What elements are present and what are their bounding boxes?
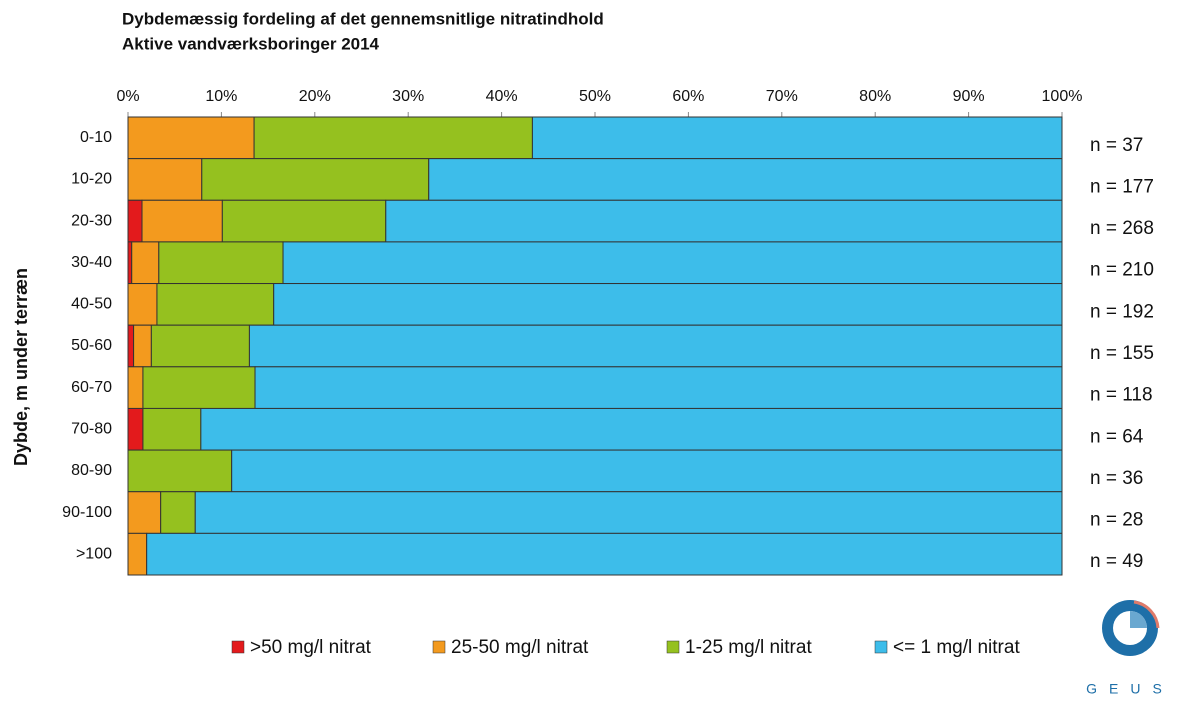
y-tick-label: 40-50 xyxy=(71,296,112,313)
y-tick-label: >100 xyxy=(76,545,112,562)
bar-segment xyxy=(127,366,144,409)
n-label: n = 177 xyxy=(1090,176,1154,197)
bar-segment xyxy=(158,241,284,285)
bar-segment xyxy=(253,116,533,160)
bar-segment xyxy=(156,283,275,326)
x-tick-label: 90% xyxy=(953,88,985,105)
bar-segment xyxy=(200,407,1063,451)
legend-swatch xyxy=(874,640,888,654)
bar-segment xyxy=(146,532,1063,576)
n-label: n = 49 xyxy=(1090,551,1143,572)
bar-segment xyxy=(127,491,162,534)
y-tick-label: 0-10 xyxy=(80,129,112,146)
bar-segment xyxy=(127,241,133,285)
legend-swatch xyxy=(432,640,446,654)
x-tick-label: 0% xyxy=(116,88,139,105)
bar-segment xyxy=(127,407,144,451)
bar-segment xyxy=(127,283,158,326)
legend-label: >50 mg/l nitrat xyxy=(250,637,372,658)
legend-swatch xyxy=(666,640,680,654)
bar-segment xyxy=(133,324,152,368)
x-tick-label: 70% xyxy=(766,88,798,105)
y-axis-label: Dybde, m under terræn xyxy=(11,268,31,466)
n-label: n = 28 xyxy=(1090,510,1143,531)
bar-segment xyxy=(131,241,160,285)
bar-segment xyxy=(127,116,255,160)
n-label: n = 37 xyxy=(1090,135,1143,156)
x-tick-label: 60% xyxy=(672,88,704,105)
x-tick-label: 50% xyxy=(579,88,611,105)
bar-segment xyxy=(150,324,250,368)
y-tick-label: 10-20 xyxy=(71,171,112,188)
bar-segment xyxy=(531,116,1063,160)
bar-segment xyxy=(127,199,143,243)
chart-title: Dybdemæssig fordeling af det gennemsnitl… xyxy=(122,9,604,28)
bar-segment xyxy=(127,324,135,368)
y-tick-label: 20-30 xyxy=(71,212,112,229)
x-tick-label: 20% xyxy=(299,88,331,105)
bar-segment xyxy=(273,283,1063,326)
x-tick-label: 30% xyxy=(392,88,424,105)
bar-segment xyxy=(428,158,1063,201)
legend-label: 1-25 mg/l nitrat xyxy=(685,637,812,658)
chart-subtitle: Aktive vandværksboringer 2014 xyxy=(122,34,380,53)
bar-segment xyxy=(385,199,1063,243)
n-label: n = 155 xyxy=(1090,343,1154,364)
bar-segment xyxy=(127,532,148,576)
n-label: n = 36 xyxy=(1090,468,1143,489)
logo-quarter xyxy=(1130,611,1147,628)
logo-arc xyxy=(1133,600,1160,629)
n-label: n = 192 xyxy=(1090,301,1154,322)
bar-segment xyxy=(127,158,203,201)
bar-segment xyxy=(254,366,1063,409)
y-tick-label: 60-70 xyxy=(71,379,112,396)
x-tick-label: 10% xyxy=(205,88,237,105)
x-tick-label: 40% xyxy=(486,88,518,105)
y-tick-label: 80-90 xyxy=(71,462,112,479)
bar-segment xyxy=(141,199,223,243)
legend-label: <= 1 mg/l nitrat xyxy=(893,637,1020,658)
bar-segment xyxy=(221,199,387,243)
n-label: n = 210 xyxy=(1090,260,1154,281)
bar-segment xyxy=(248,324,1063,368)
x-tick-label: 100% xyxy=(1042,88,1083,105)
bar-segment xyxy=(142,366,256,409)
bar-segment xyxy=(201,158,430,201)
n-label: n = 64 xyxy=(1090,426,1144,447)
legend-label: 25-50 mg/l nitrat xyxy=(451,637,589,658)
logo-text: GEUS xyxy=(1086,681,1174,697)
n-label: n = 118 xyxy=(1090,385,1153,406)
bar-segment xyxy=(282,241,1063,285)
bar-segment xyxy=(127,449,233,493)
legend-swatch xyxy=(231,640,245,654)
n-label: n = 268 xyxy=(1090,218,1154,239)
y-tick-label: 30-40 xyxy=(71,254,112,271)
bar-segment xyxy=(160,491,196,534)
bar-segment xyxy=(194,491,1063,534)
y-tick-label: 70-80 xyxy=(71,420,112,437)
y-tick-label: 90-100 xyxy=(62,504,112,521)
y-tick-label: 50-60 xyxy=(71,337,112,354)
logo: GEUS xyxy=(1086,600,1174,697)
bar-segment xyxy=(231,449,1063,493)
x-tick-label: 80% xyxy=(859,88,891,105)
bar-segment xyxy=(142,407,202,451)
